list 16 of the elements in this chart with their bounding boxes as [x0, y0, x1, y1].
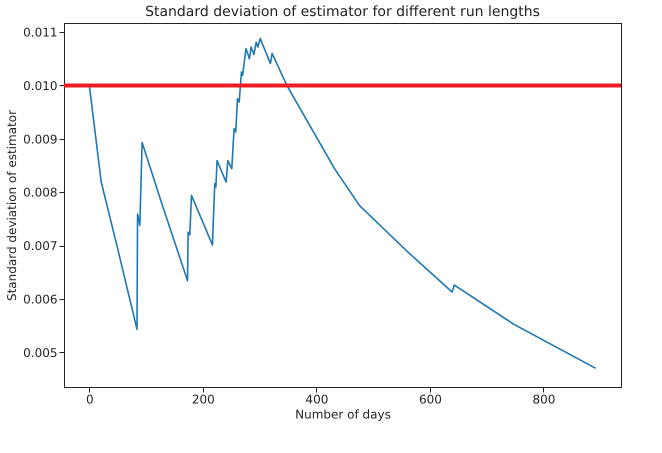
x-tick-label: 0 — [86, 392, 94, 406]
x-tick-label: 800 — [532, 392, 556, 406]
y-tick-label: 0.011 — [23, 26, 58, 40]
x-tick-label: 200 — [192, 392, 215, 406]
x-tick-label: 400 — [305, 392, 328, 406]
y-tick-label: 0.006 — [23, 292, 58, 306]
x-tick-label: 600 — [418, 392, 442, 406]
y-tick-label: 0.007 — [23, 239, 58, 254]
y-tick-label: 0.010 — [23, 78, 58, 93]
y-tick-label: 0.005 — [23, 346, 58, 360]
y-axis-title: Standard deviation of estimator — [5, 110, 20, 302]
y-tick-label: 0.008 — [23, 186, 58, 200]
line-series — [88, 38, 596, 370]
chart-title: Standard deviation of estimator for different run lengths — [145, 4, 540, 20]
y-tick-label: 0.009 — [23, 132, 58, 146]
x-axis-title: Number of days — [295, 408, 391, 422]
